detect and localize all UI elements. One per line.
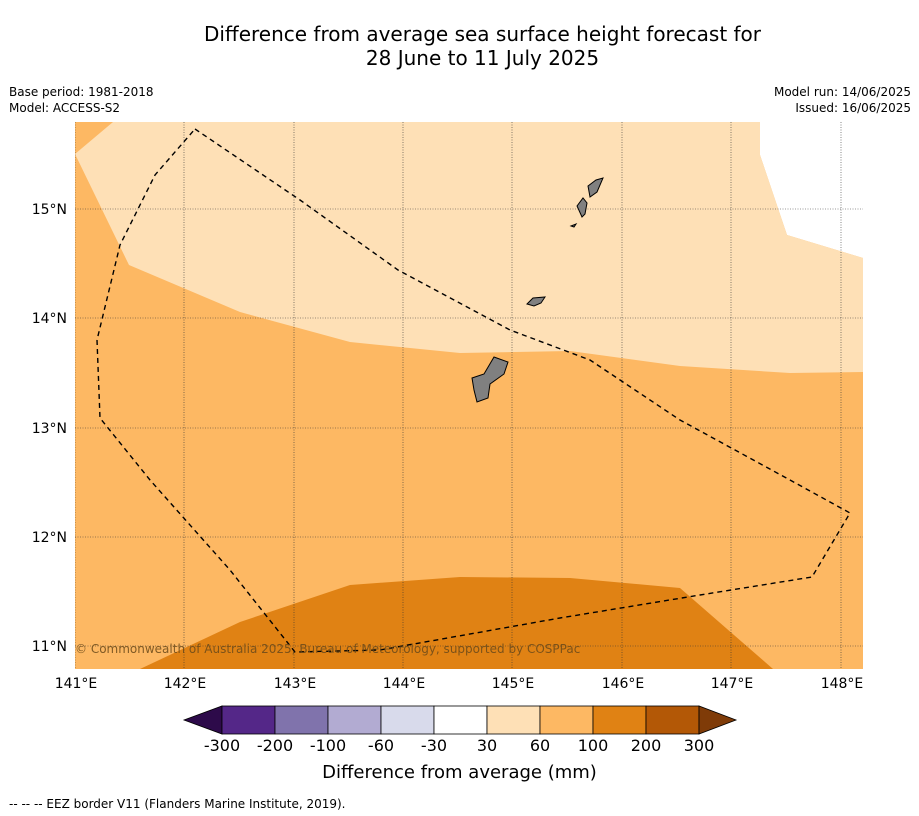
lon-label-146: 146°E — [602, 676, 645, 692]
colorbar-segment — [274, 705, 329, 735]
lon-label-148: 148°E — [821, 676, 864, 692]
colorbar-title: Difference from average (mm) — [322, 762, 597, 783]
colorbar-tick-label: -300 — [204, 736, 240, 755]
lat-label-11: 11°N — [32, 639, 67, 655]
meta-right: Model run: 14/06/2025 Issued: 16/06/2025 — [774, 84, 911, 116]
land-masses — [471, 177, 604, 403]
colorbar-extend-high — [698, 705, 738, 735]
rota-island — [526, 296, 546, 307]
lon-label-142: 142°E — [164, 676, 207, 692]
eez-border — [96, 128, 851, 653]
region-30-60 — [75, 122, 863, 373]
lon-label-143: 143°E — [274, 676, 317, 692]
colorbar-tick-label: -60 — [368, 736, 394, 755]
colorbar: -300 -200 -100 -60 -30 30 60 100 200 300 — [182, 705, 738, 755]
map-plot-area: © Commonwealth of Australia 2025, Bureau… — [75, 122, 863, 669]
title-line-1: Difference from average sea surface heig… — [203, 22, 762, 46]
colorbar-tick-label: 30 — [477, 736, 497, 755]
aguijan-island — [569, 222, 578, 228]
model-name: Model: ACCESS-S2 — [9, 101, 121, 115]
colorbar-segment — [592, 705, 647, 735]
copyright-notice: © Commonwealth of Australia 2025, Bureau… — [75, 642, 580, 656]
colorbar-tick-label: 100 — [578, 736, 609, 755]
region-below-30 — [760, 122, 863, 258]
tinian-island — [576, 197, 588, 218]
colorbar-segment — [539, 705, 594, 735]
colorbar-tick-label: 200 — [631, 736, 662, 755]
lat-label-12: 12°N — [32, 530, 67, 546]
colorbar-segment — [486, 705, 541, 735]
colorbar-tick-label: 300 — [684, 736, 715, 755]
issued-date: Issued: 16/06/2025 — [795, 101, 911, 115]
model-run: Model run: 14/06/2025 — [773, 85, 911, 99]
colorbar-tick-label: -100 — [310, 736, 346, 755]
lon-label-147: 147°E — [711, 676, 754, 692]
lon-label-145: 145°E — [492, 676, 535, 692]
latitude-labels: 15°N 14°N 13°N 12°N 11°N — [32, 202, 67, 655]
colorbar-segment — [221, 705, 276, 735]
lat-label-14: 14°N — [32, 311, 67, 327]
title-line-2: 28 June to 11 July 2025 — [365, 46, 600, 70]
colorbar-tick-label: -200 — [257, 736, 293, 755]
guam-island — [471, 356, 509, 403]
base-period: Base period: 1981-2018 — [9, 85, 154, 99]
colorbar-tick-label: -30 — [421, 736, 447, 755]
colorbar-segment — [380, 705, 435, 735]
eez-footnote: -- -- -- EEZ border V11 (Flanders Marine… — [9, 797, 346, 811]
lon-label-141: 141°E — [55, 676, 98, 692]
graticule — [75, 122, 863, 669]
colorbar-tick-label: 60 — [530, 736, 550, 755]
map-title: Difference from average sea surface heig… — [0, 22, 919, 70]
colorbar-segment — [645, 705, 700, 735]
longitude-labels: 141°E 142°E 143°E 144°E 145°E 146°E 147°… — [55, 676, 864, 692]
colorbar-segment — [327, 705, 382, 735]
saipan-island — [587, 177, 604, 198]
colorbar-extend-low — [182, 705, 223, 735]
lon-label-144: 144°E — [383, 676, 426, 692]
meta-left: Base period: 1981-2018 Model: ACCESS-S2 — [9, 84, 154, 116]
lat-label-15: 15°N — [32, 202, 67, 218]
colorbar-segment — [433, 705, 488, 735]
lat-label-13: 13°N — [32, 421, 67, 437]
